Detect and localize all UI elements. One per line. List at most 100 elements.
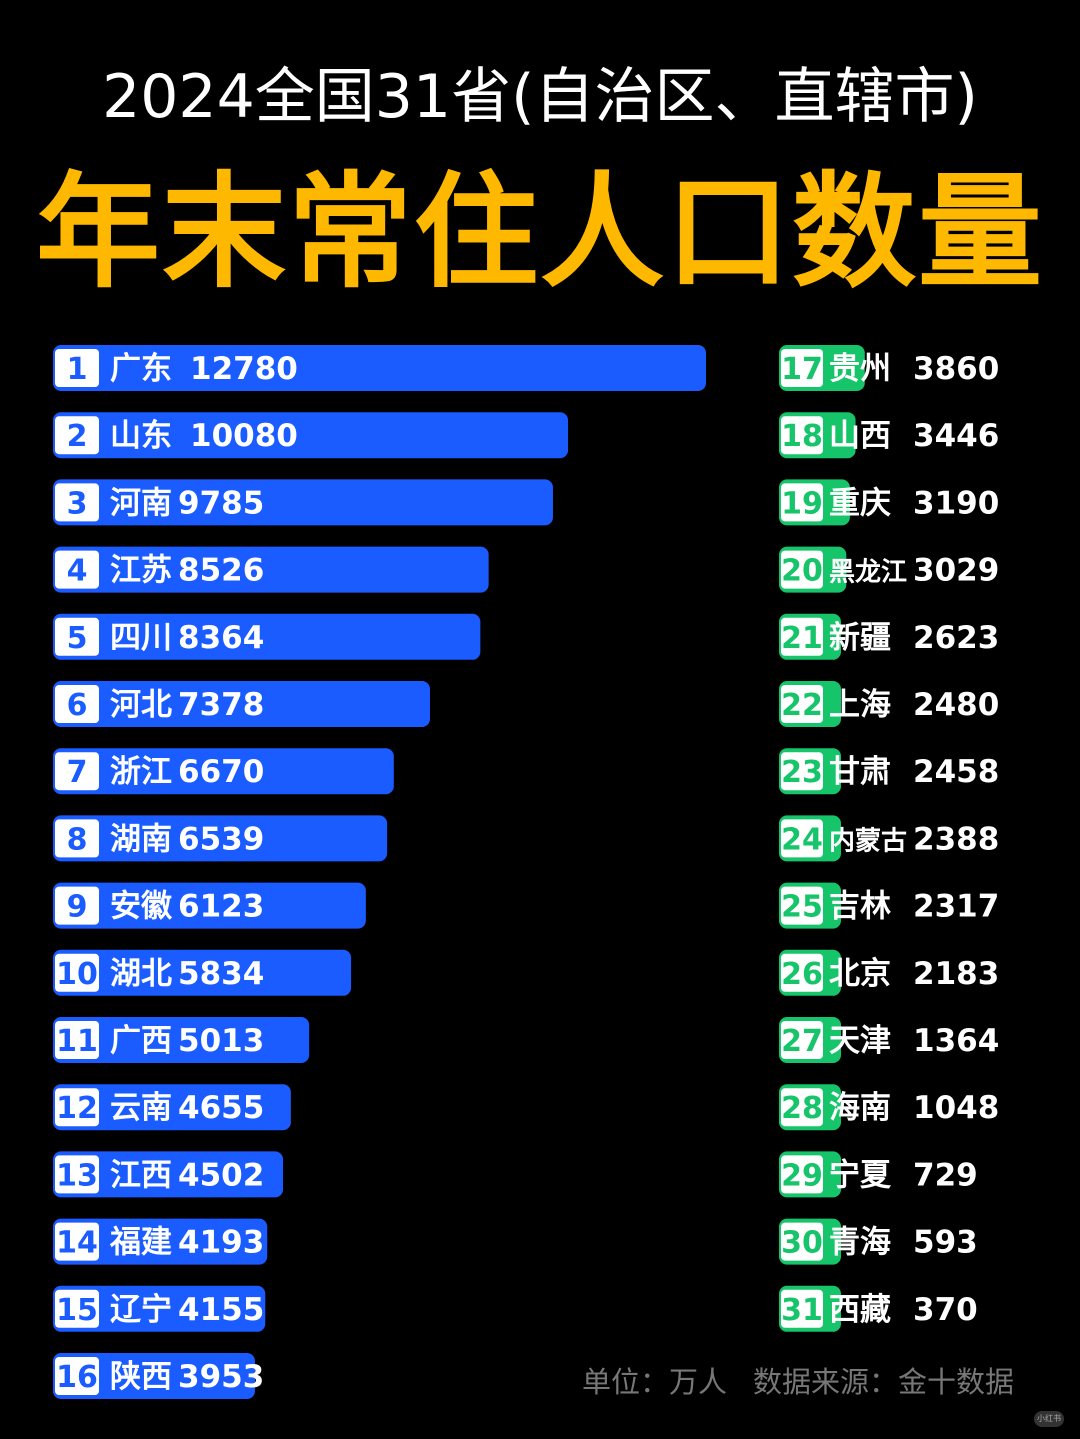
rank-box	[55, 1357, 99, 1395]
bar	[53, 1017, 310, 1063]
rank-label: 19	[781, 486, 823, 521]
category-label: 西藏	[829, 1292, 891, 1328]
rank-box	[781, 1021, 823, 1059]
rank-label: 21	[781, 621, 823, 656]
category-label: 海南	[829, 1090, 891, 1126]
rank-label: 14	[56, 1226, 98, 1261]
value-label: 3029	[913, 553, 999, 589]
rank-label: 8	[67, 822, 88, 857]
value-label: 5834	[178, 956, 264, 992]
bar	[53, 412, 569, 459]
rank-label: 6	[67, 688, 88, 723]
rank-box	[55, 1155, 99, 1194]
rank-box	[781, 1222, 823, 1261]
chart-subtitle: 2024全国31省(自治区、直辖市)	[102, 62, 978, 132]
rank-box	[55, 416, 99, 455]
rank-label: 29	[781, 1158, 823, 1193]
rank-box	[781, 617, 823, 656]
bar	[53, 479, 553, 526]
value-label: 4155	[178, 1292, 264, 1328]
category-label: 黑龙江	[829, 558, 907, 588]
value-label: 3953	[178, 1359, 264, 1395]
category-label: 广东	[110, 351, 172, 387]
bar	[53, 345, 706, 391]
rank-box	[781, 1088, 823, 1127]
unit-note: 单位：万人	[582, 1365, 728, 1399]
category-label: 湖南	[110, 821, 172, 857]
value-label: 8526	[178, 553, 264, 589]
category-label: 安徽	[110, 889, 173, 925]
bar	[53, 1353, 255, 1399]
category-label: 新疆	[829, 620, 891, 656]
rank-label: 12	[56, 1091, 98, 1126]
category-label: 甘肃	[829, 754, 891, 790]
bar	[53, 681, 430, 727]
bar	[53, 613, 481, 660]
value-label: 4193	[178, 1225, 264, 1261]
rank-label: 2	[67, 419, 88, 454]
rank-label: 13	[56, 1158, 98, 1193]
value-label: 370	[913, 1292, 978, 1328]
category-label: 浙江	[110, 754, 172, 790]
category-label: 江苏	[110, 553, 172, 589]
value-label: 1048	[913, 1090, 999, 1126]
value-label: 8364	[178, 620, 264, 656]
rank-label: 30	[781, 1226, 823, 1261]
value-label: 2458	[913, 754, 999, 790]
rank-box	[55, 483, 99, 522]
rank-box	[55, 1088, 99, 1127]
rank-box	[781, 1155, 823, 1194]
category-label: 河南	[110, 485, 172, 521]
rank-label: 15	[56, 1293, 98, 1328]
rank-label: 10	[56, 957, 98, 992]
rank-box	[781, 550, 823, 589]
rank-box	[55, 550, 99, 589]
value-label: 3446	[913, 418, 999, 454]
value-label: 10080	[190, 418, 298, 454]
rank-label: 27	[781, 1024, 823, 1059]
rank-box	[55, 349, 99, 387]
rank-label: 4	[67, 554, 88, 589]
value-label: 1364	[913, 1023, 999, 1059]
category-label: 山东	[110, 418, 172, 454]
value-label: 3190	[913, 485, 999, 521]
category-label: 北京	[829, 956, 891, 992]
rank-label: 31	[781, 1293, 823, 1328]
value-label: 2623	[913, 620, 999, 656]
value-label: 12780	[190, 351, 298, 387]
bar	[53, 1285, 266, 1332]
value-label: 6539	[178, 821, 264, 857]
rank-label: 9	[67, 890, 88, 925]
value-label: 5013	[178, 1023, 264, 1059]
rank-box	[781, 349, 823, 387]
bar	[53, 882, 366, 929]
value-label: 2388	[913, 821, 999, 857]
value-label: 3860	[913, 351, 999, 387]
rank-box	[781, 685, 823, 723]
rank-box	[55, 886, 99, 925]
value-label: 593	[913, 1225, 978, 1261]
source-note: 数据来源：金十数据	[753, 1365, 1015, 1399]
category-label: 上海	[829, 687, 891, 723]
bar	[53, 748, 394, 795]
bar	[53, 546, 489, 593]
rank-box	[781, 483, 823, 522]
category-label: 山西	[829, 418, 891, 454]
rank-box	[781, 416, 823, 455]
rank-box	[781, 886, 823, 925]
category-label: 福建	[109, 1225, 172, 1261]
category-label: 江西	[110, 1157, 172, 1193]
value-label: 2183	[913, 956, 999, 992]
chart-title: 年末常住人口数量	[35, 161, 1044, 305]
watermark-logo: 小红书	[1034, 1411, 1064, 1427]
rank-label: 18	[781, 419, 823, 454]
rank-label: 5	[67, 621, 88, 656]
value-label: 2317	[913, 889, 999, 925]
rank-label: 1	[67, 352, 88, 387]
bar	[53, 1218, 268, 1265]
category-label: 天津	[829, 1023, 891, 1059]
rank-label: 28	[781, 1091, 823, 1126]
value-label: 4502	[178, 1157, 264, 1193]
category-label: 贵州	[829, 351, 891, 387]
